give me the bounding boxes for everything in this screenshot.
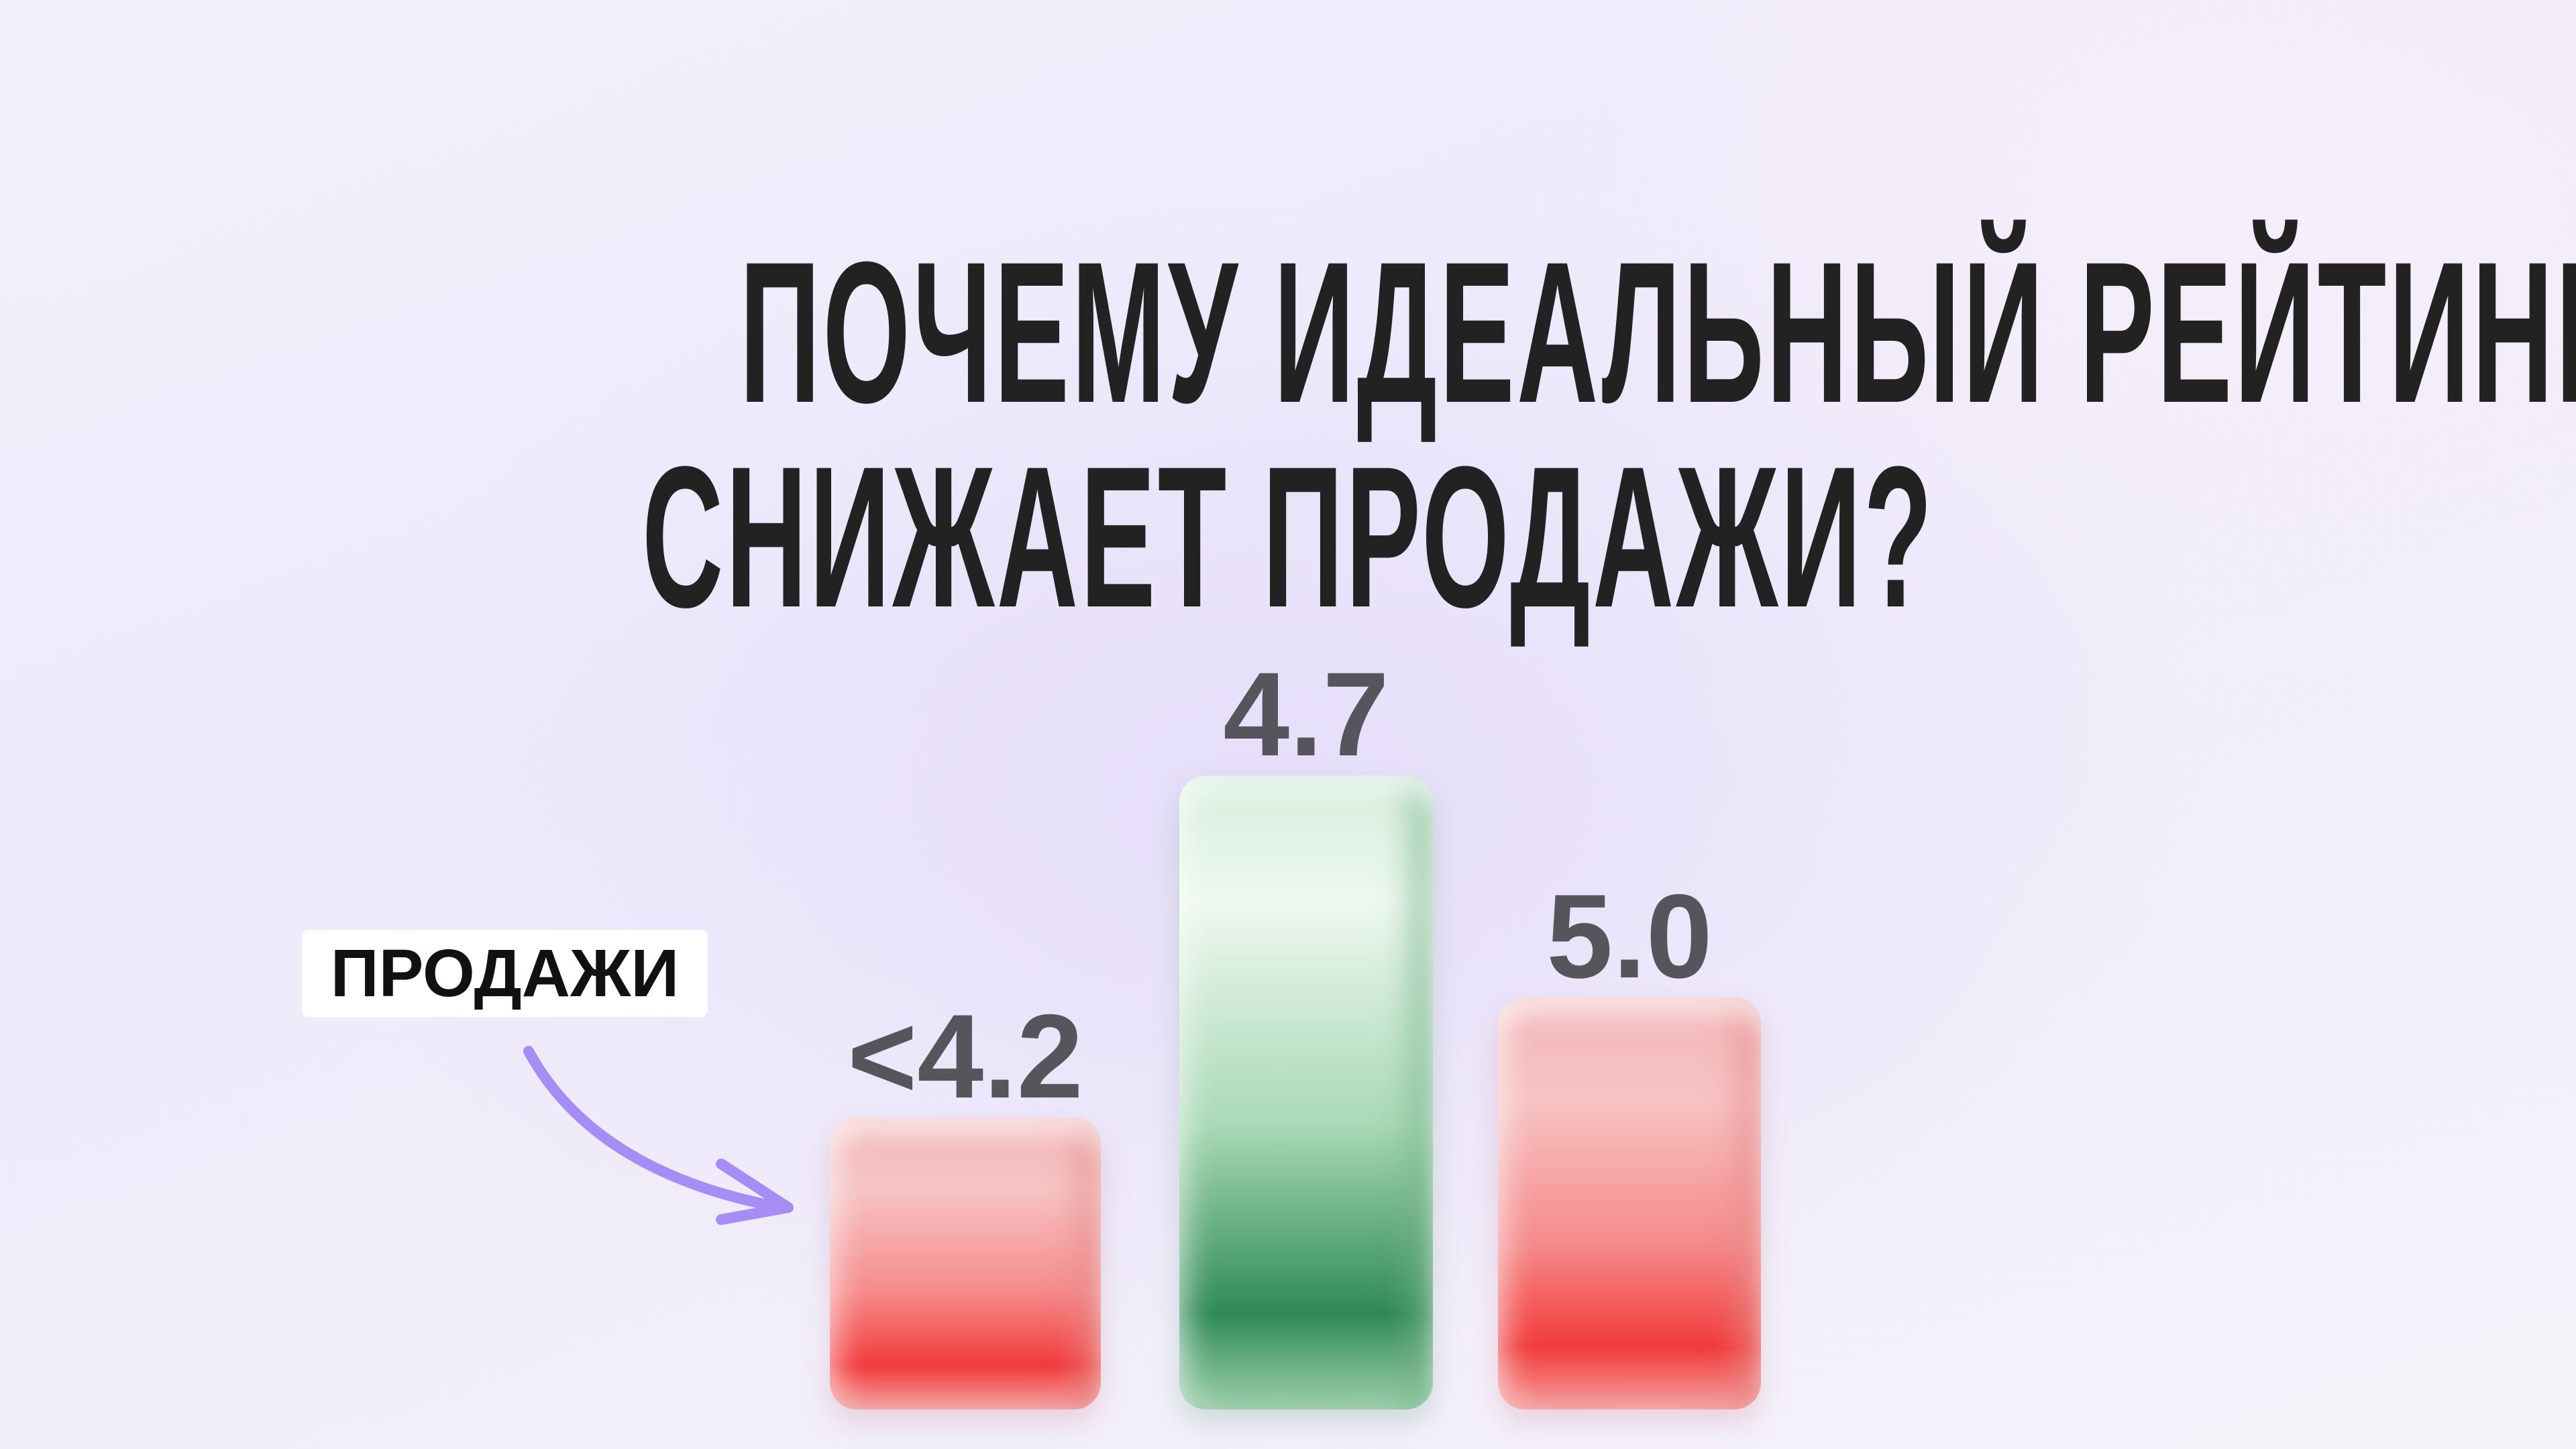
sales-label: ПРОДАЖИ (302, 930, 708, 1017)
bar-1 (1179, 775, 1433, 1409)
bar-label-2: 5.0 (1546, 869, 1713, 1003)
bar-0 (830, 1118, 1101, 1409)
bar-label-0: <4.2 (847, 989, 1083, 1124)
title-line-1: ПОЧЕМУ ИДЕАЛЬНЫЙ РЕЙТИНГ (739, 219, 2576, 445)
bar-label-1: 4.7 (1223, 647, 1389, 781)
bar-2 (1498, 997, 1761, 1409)
title-line-2: СНИЖАЕТ ПРОДАЖИ? (641, 424, 1935, 649)
